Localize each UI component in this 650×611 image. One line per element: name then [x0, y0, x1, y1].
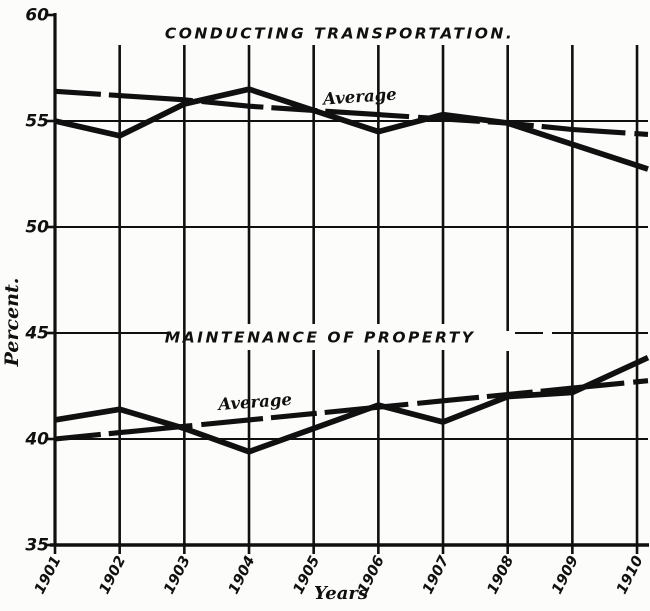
- y-tick-label: 40: [24, 430, 49, 450]
- series-lines: [54, 86, 650, 455]
- x-tick-label: 1904: [226, 554, 259, 597]
- y-axis-title: Percent.: [1, 278, 23, 368]
- data-line-maintenance-of-property: [54, 355, 650, 455]
- gridlines: [55, 45, 648, 545]
- average-label: Average: [320, 85, 397, 109]
- x-tick-label: 1909: [549, 554, 582, 597]
- y-tick-label: 60: [25, 6, 49, 26]
- x-axis-title: Years: [314, 583, 368, 604]
- axes: [46, 13, 649, 554]
- chart-section-title: CONDUCTING TRANSPORTATION.: [165, 25, 514, 43]
- gridline-break: [190, 324, 458, 350]
- chart-section-title: MAINTENANCE OF PROPERTY: [165, 329, 476, 347]
- y-tick-label: 55: [25, 112, 49, 132]
- gridline-breaks: [190, 324, 515, 351]
- x-tick-label: 1908: [485, 554, 518, 597]
- y-tick-label: 45: [24, 324, 49, 344]
- data-line-conducting-transportation: [54, 86, 649, 172]
- x-tick-label: 1910: [614, 554, 647, 597]
- x-tick-label: 1901: [32, 554, 65, 597]
- x-tick-label: 1903: [161, 554, 194, 597]
- gridline-break: [502, 331, 515, 351]
- x-tick-label: 1902: [97, 554, 130, 597]
- y-tick-label: 50: [25, 218, 49, 238]
- average-line-conducting-transportation-average: [54, 88, 649, 137]
- average-label: Average: [216, 390, 293, 414]
- x-tick-label: 1907: [420, 553, 453, 597]
- average-line-maintenance-of-property-average: [54, 378, 649, 442]
- y-tick-label: 35: [25, 536, 49, 556]
